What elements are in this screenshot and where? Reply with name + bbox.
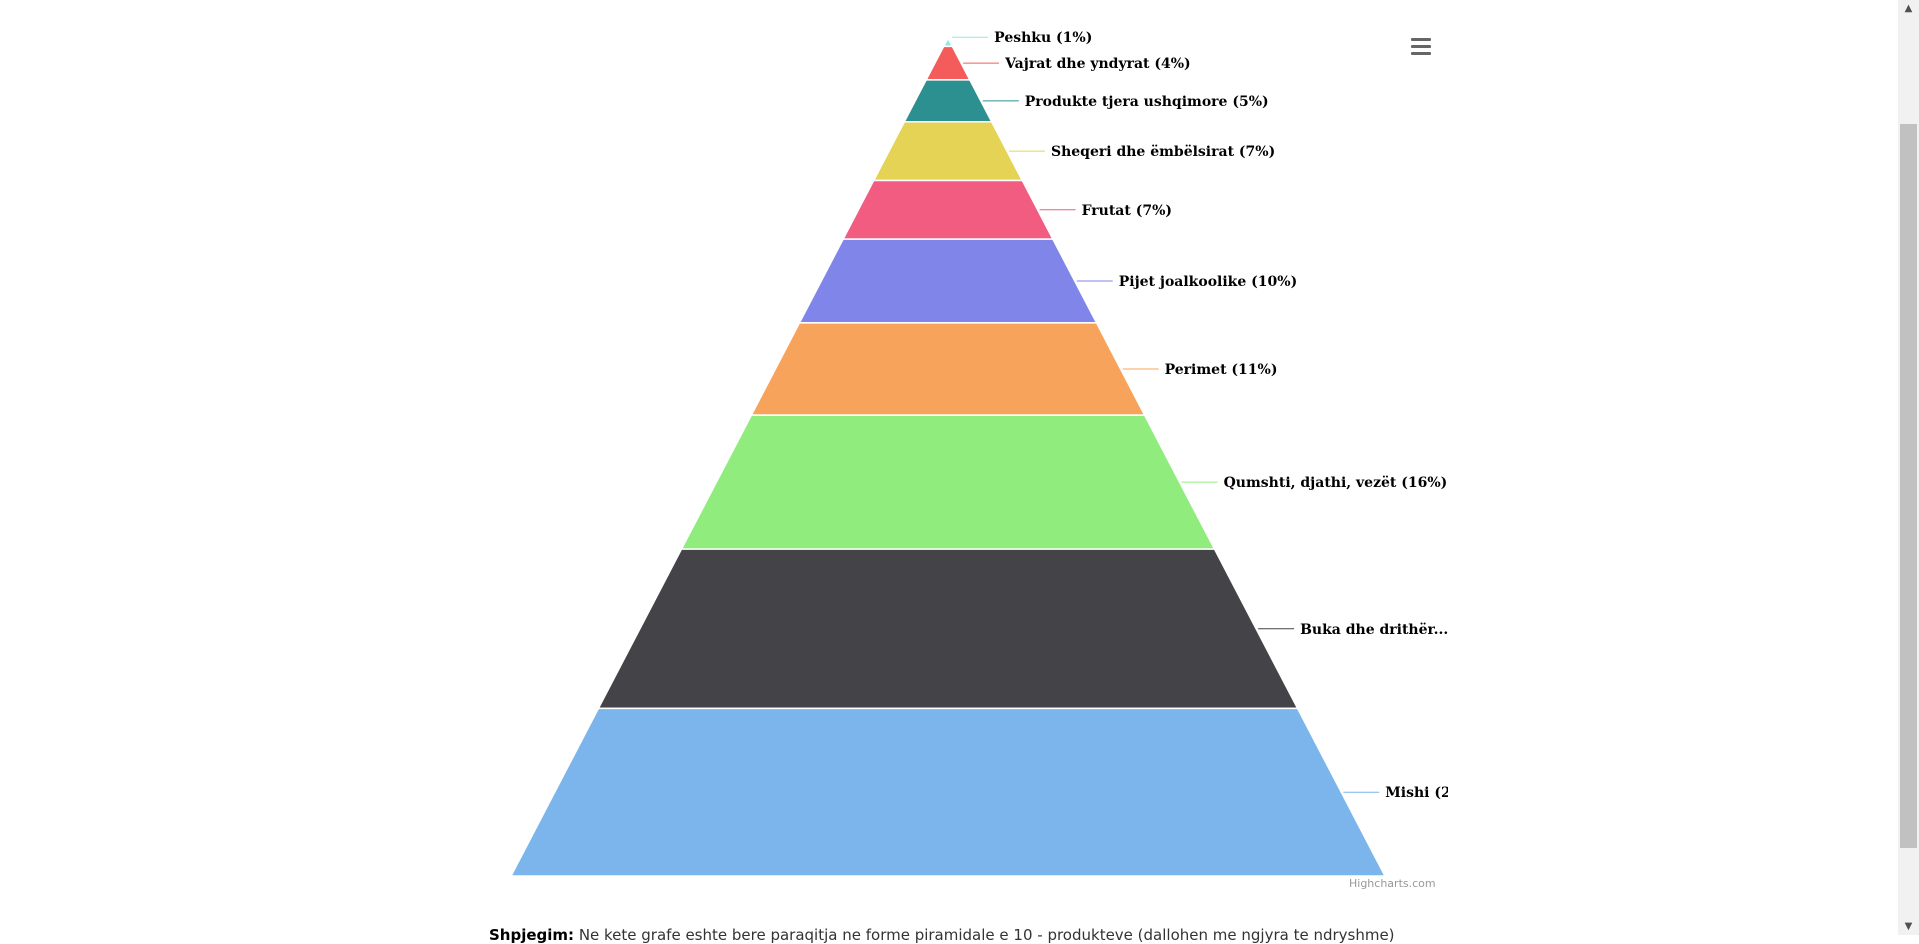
pyramid-segment[interactable] [903, 79, 993, 123]
pyramid-chart: Peshku (1%) Vajrat dhe yndyrat (4%) Produk… [500, 0, 1448, 900]
data-label: Pijet joalkoolike (10%) [1119, 274, 1297, 290]
explanation-label: Shpjegim: [489, 926, 575, 944]
pyramid-segment[interactable] [872, 121, 1024, 182]
scroll-down-arrow-icon[interactable]: ▼ [1904, 921, 1913, 932]
data-label: Mishi (2 [1385, 785, 1448, 801]
pyramid-segment[interactable] [841, 179, 1055, 240]
scrollbar-thumb[interactable] [1900, 124, 1917, 848]
data-label: Sheqeri dhe ëmbëlsirat (7%) [1051, 144, 1275, 160]
explanation-body: Ne kete grafe eshte bere paraqitja ne fo… [574, 926, 1395, 944]
chart-svg: Peshku (1%) Vajrat dhe yndyrat (4%) Produk… [509, 30, 1448, 877]
data-label: Frutat (7%) [1082, 203, 1172, 219]
data-label: Peshku (1%) [994, 30, 1092, 46]
data-label: Vajrat dhe yndyrat (4%) [1004, 56, 1191, 72]
scroll-up-arrow-icon[interactable]: ▲ [1904, 3, 1913, 14]
pyramid-segment[interactable] [597, 548, 1299, 710]
credits-link[interactable]: Highcharts.com [1349, 877, 1436, 890]
pyramid-segment[interactable] [680, 414, 1216, 550]
chart-menu-button[interactable] [1405, 33, 1437, 61]
data-label: Qumshti, djathi, vezët (16%) [1224, 475, 1448, 491]
pyramid-segment[interactable] [942, 36, 954, 48]
hamburger-icon [1411, 45, 1431, 48]
data-label: Perimet (11%) [1165, 362, 1278, 378]
data-label: Produkte tjera ushqimore (5%) [1025, 94, 1269, 110]
explanation-text: Shpjegim: Ne kete grafe eshte bere paraq… [489, 926, 1489, 944]
hamburger-icon [1411, 52, 1431, 55]
pyramid-segment[interactable] [798, 238, 1098, 324]
hamburger-icon [1411, 38, 1431, 41]
data-label: Buka dhe drithër... ( [1300, 622, 1448, 638]
vertical-scrollbar[interactable]: ▲ ▼ [1898, 0, 1919, 935]
pyramid-segment[interactable] [750, 322, 1146, 416]
pyramid-segment[interactable] [509, 707, 1387, 877]
